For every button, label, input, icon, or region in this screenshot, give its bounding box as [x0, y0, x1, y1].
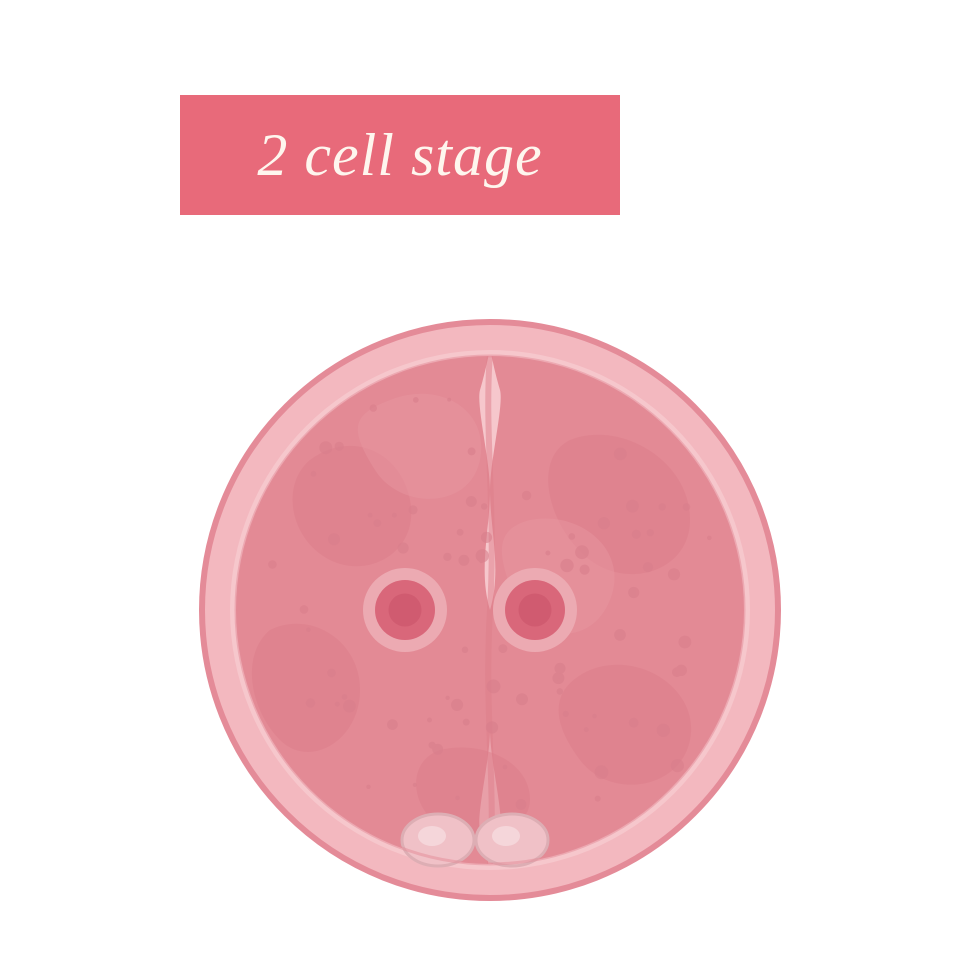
infographic-container: 2 cell stage — [0, 0, 980, 980]
title-label-box: 2 cell stage — [180, 95, 620, 215]
cell-svg — [190, 310, 790, 910]
title-text: 2 cell stage — [257, 121, 542, 190]
two-cell-stage-diagram — [190, 310, 790, 910]
